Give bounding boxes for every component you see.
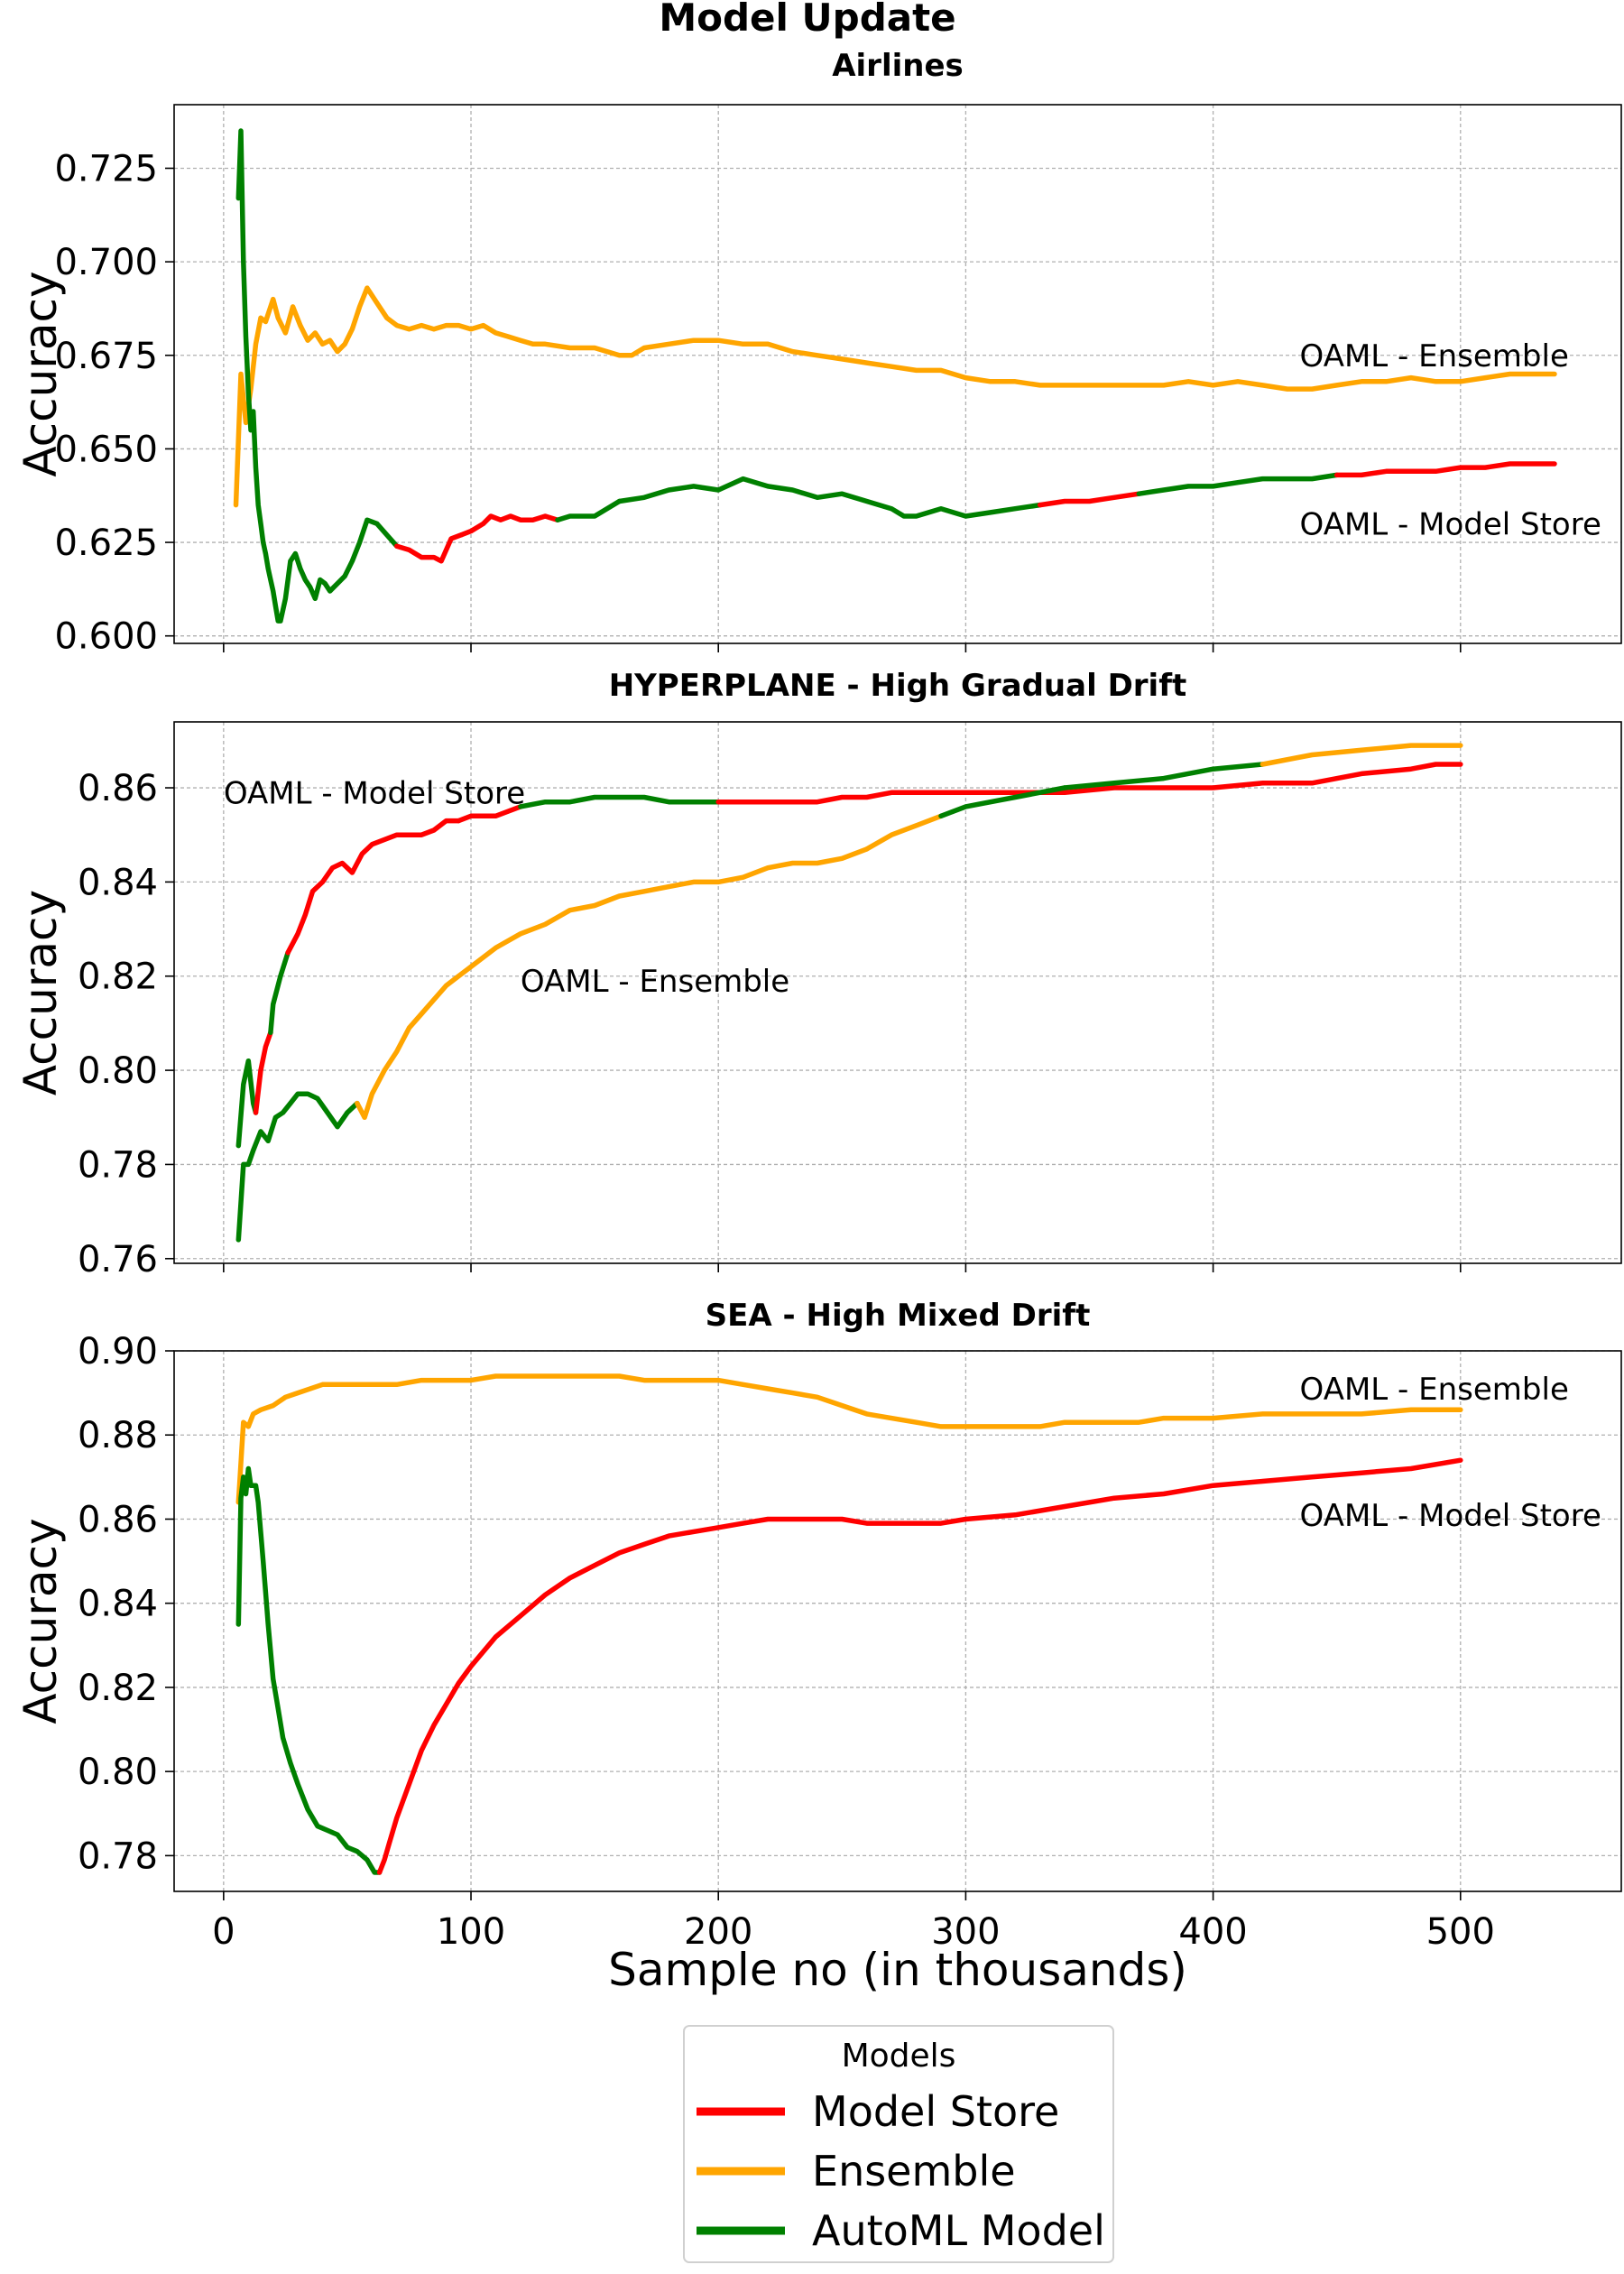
line-segment-model-store (456, 804, 523, 824)
x-tick-label: 100 (437, 1911, 505, 1953)
line-segment-automl-model (235, 1091, 360, 1243)
y-tick-label: 0.725 (54, 148, 158, 190)
line-segment-automl-model (518, 794, 721, 809)
subplot-hyperplane-high-gradual-drift: HYPERPLANE - High Gradual Drift 0.76 0.78 0… (14, 668, 1622, 1280)
y-tick-label: 0.650 (54, 429, 158, 470)
x-tick-label: 300 (931, 1911, 1000, 1953)
y-tick-label: 0.90 (78, 1331, 158, 1373)
line-segment-model-store (285, 818, 462, 956)
series-oaml-ensemble (235, 1373, 1463, 1505)
annotation-oaml-model-store: OAML - Model Store (1300, 506, 1601, 542)
legend-label-automl-model: AutoML Model (812, 2206, 1105, 2255)
line-segment-ensemble (235, 1373, 1463, 1505)
y-tick-label: 0.86 (78, 768, 158, 809)
annotation-oaml-model-store: OAML - Model Store (224, 775, 525, 811)
y-tick-label: 0.80 (78, 1752, 158, 1793)
x-tick-label: 0 (212, 1911, 235, 1953)
legend-frame (683, 2025, 1114, 2263)
line-segment-ensemble (233, 285, 1557, 508)
line-segment-model-store (1037, 491, 1142, 508)
y-tick-label: 0.675 (54, 336, 158, 377)
line-segment-ensemble (355, 846, 870, 1121)
y-tick-label: 0.80 (78, 1050, 158, 1092)
subplots: Airlines 0.600 0.625 0.650 0.675 0.700 0.725 Ac… (14, 48, 1622, 1953)
subplot-airlines: Airlines 0.600 0.625 0.650 0.675 0.700 0.725 Ac… (14, 48, 1622, 658)
line-segment-model-store (715, 762, 1463, 805)
line-segment-ensemble (863, 813, 944, 852)
x-tick-label: 200 (684, 1911, 752, 1953)
y-tick-label: 0.600 (54, 616, 158, 658)
line-segment-automl-model (938, 785, 1067, 819)
annotation-oaml-ensemble: OAML - Ensemble (1300, 338, 1569, 374)
line-segment-model-store (458, 513, 560, 538)
line-segment-model-store (1333, 461, 1557, 478)
legend: Models Model Store Ensemble AutoML Model (683, 2025, 1114, 2263)
subplot-title: Airlines (832, 48, 964, 84)
y-tick-label: 0.82 (78, 957, 158, 998)
x-tick-label: 500 (1426, 1911, 1495, 1953)
line-segment-model-store (394, 532, 464, 564)
series-oaml-model-store (235, 762, 1463, 1149)
annotation-oaml-model-store: OAML - Model Store (1300, 1498, 1601, 1534)
line-segment-automl-model (1136, 472, 1340, 496)
plot-frame (173, 1350, 1622, 1892)
y-tick-label: 0.84 (78, 1584, 158, 1625)
y-tick-label: 0.82 (78, 1668, 158, 1709)
series-oaml-model-store (235, 128, 1557, 624)
annotation-oaml-ensemble: OAML - Ensemble (521, 964, 789, 1000)
legend-title: Models (842, 2038, 956, 2075)
subplot-sea-high-mixed-drift: SEA - High Mixed Drift 0.78 0.80 0.82 0.84 0.… (14, 1298, 1622, 1953)
subplot-title: HYPERPLANE - High Gradual Drift (609, 668, 1187, 704)
line-segment-automl-model (235, 1465, 383, 1875)
series-oaml-ensemble (233, 285, 1557, 508)
y-tick-label: 0.700 (54, 242, 158, 283)
annotation-oaml-ensemble: OAML - Ensemble (1300, 1372, 1569, 1408)
legend-label-ensemble: Ensemble (812, 2147, 1016, 2195)
line-segment-automl-model (616, 476, 1043, 519)
x-axis-label: Sample no (in thousands) (608, 1944, 1187, 1996)
y-tick-label: 0.78 (78, 1835, 158, 1877)
line-segment-automl-model (235, 128, 400, 624)
plot-frame (173, 104, 1622, 644)
line-segment-automl-model (268, 949, 291, 1036)
y-tick-label: 0.78 (78, 1144, 158, 1186)
figure-title: Model Update (659, 0, 955, 40)
y-axis-label: Accuracy (14, 271, 67, 476)
plot-frame (173, 721, 1622, 1264)
y-tick-label: 0.88 (78, 1415, 158, 1456)
y-tick-label: 0.86 (78, 1499, 158, 1540)
y-axis-label: Accuracy (14, 890, 67, 1095)
line-segment-automl-model (555, 498, 623, 522)
series-oaml-model-store (235, 1457, 1463, 1875)
y-tick-label: 0.84 (78, 862, 158, 903)
line-segment-model-store (253, 1030, 273, 1115)
legend-label-model-store: Model Store (812, 2087, 1059, 2136)
y-axis-label: Accuracy (14, 1518, 67, 1724)
line-segment-ensemble (1260, 743, 1463, 767)
series-oaml-ensemble (235, 743, 1463, 1243)
y-tick-label: 0.76 (78, 1239, 158, 1280)
line-segment-model-store (376, 1457, 1463, 1875)
y-tick-label: 0.625 (54, 522, 158, 564)
x-tick-label: 400 (1178, 1911, 1247, 1953)
line-segment-automl-model (235, 1058, 259, 1149)
subplot-title: SEA - High Mixed Drift (706, 1298, 1091, 1334)
line-segment-automl-model (1062, 762, 1266, 790)
